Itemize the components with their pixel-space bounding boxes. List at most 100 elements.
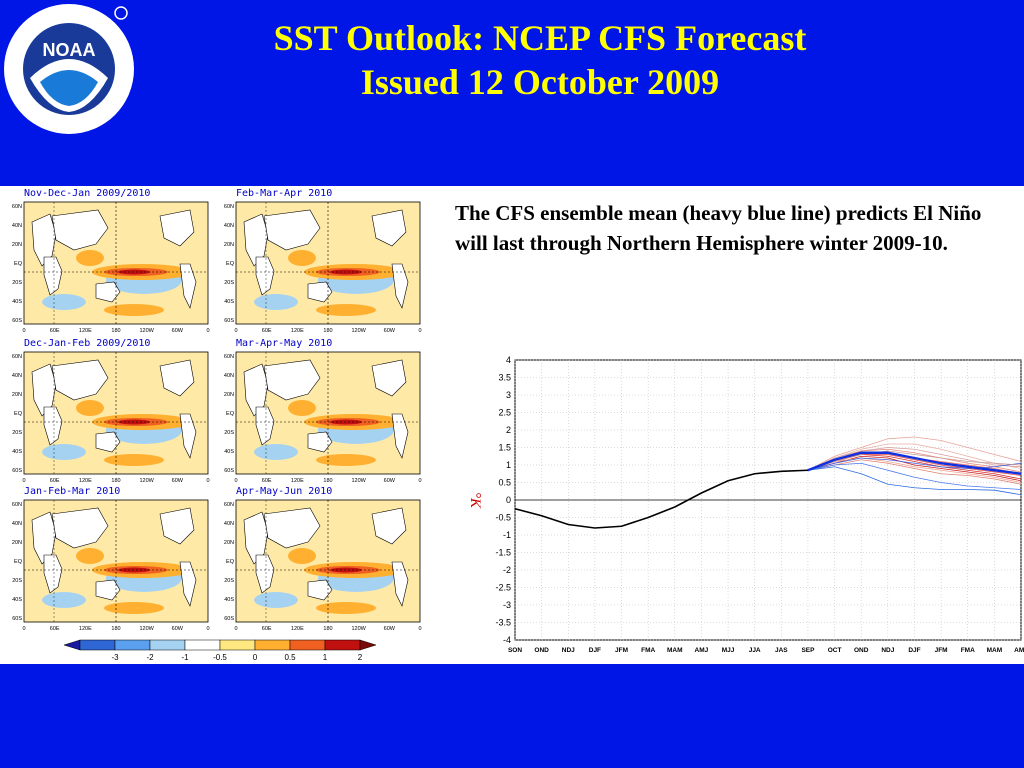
x-tick-label: AMJ	[1014, 647, 1024, 654]
x-tick-label: NDJ	[562, 647, 575, 654]
x-tick-label: JFM	[615, 647, 628, 654]
sst-map-2: Feb-Mar-Apr 2010 60N 40N 20N EQ 20S 40S 60S 0 60E…	[212, 188, 422, 338]
lon-tick: 0	[22, 626, 25, 632]
x-tick-label: MAM	[987, 647, 1003, 654]
lon-tick: 0	[418, 328, 421, 334]
lon-tick: 60E	[50, 478, 60, 484]
lon-tick: 120E	[79, 626, 92, 632]
colorbar-tick: 0.5	[284, 653, 296, 662]
lon-tick: 0	[234, 626, 237, 632]
logo-text: NOAA	[43, 40, 96, 60]
lat-tick: 40N	[224, 373, 234, 379]
lat-tick: EQ	[226, 411, 235, 417]
y-tick-label: -1.5	[495, 548, 511, 558]
map-title: Mar-Apr-May 2010	[236, 338, 333, 349]
ensemble-member-line	[807, 466, 1022, 496]
x-tick-label: JFM	[935, 647, 948, 654]
lat-tick: 20S	[224, 430, 234, 436]
y-tick-label: -2	[503, 565, 511, 575]
lat-tick: 20S	[12, 280, 22, 286]
lat-tick: 60N	[224, 502, 234, 508]
lon-tick: 120W	[351, 328, 366, 334]
x-tick-label: FMA	[641, 647, 655, 654]
lon-tick: 60E	[50, 626, 60, 632]
y-tick-label: 1.5	[498, 443, 511, 453]
lon-tick: 120E	[291, 328, 304, 334]
x-tick-label: NDJ	[881, 647, 894, 654]
sst-map-4: Mar-Apr-May 2010 60N 40N 20N EQ 20S 40S 60S 0 60E…	[212, 338, 422, 488]
lat-tick: EQ	[226, 559, 235, 565]
ensemble-member-line	[807, 457, 1022, 483]
lat-tick: 60N	[12, 354, 22, 360]
lon-tick: 60W	[172, 478, 184, 484]
lat-tick: 40N	[12, 373, 22, 379]
sst-maps-panel: Nov-Dec-Jan 2009/2010 60N 40N 20N EQ 20S 40S 60…	[0, 186, 443, 664]
colorbar-tick: -0.5	[213, 653, 227, 662]
lat-tick: 20N	[224, 540, 234, 546]
map-title: Nov-Dec-Jan 2009/2010	[24, 188, 151, 199]
lat-tick: EQ	[226, 261, 235, 267]
lat-tick: 60S	[12, 318, 22, 324]
lat-tick: 60N	[12, 502, 22, 508]
lon-tick: 60E	[262, 328, 272, 334]
nino-forecast-chart: 4 3.5 3 2.5 2 1.5 1 0.5 0 -0.5 -1 -1.5 -2 -2.5 -3 -3.5 -…	[467, 355, 1024, 654]
lat-tick: 60S	[224, 468, 234, 474]
lon-tick: 0	[418, 478, 421, 484]
y-tick-label: -0.5	[495, 513, 511, 523]
lon-tick: 0	[206, 328, 209, 334]
lat-tick: 20N	[12, 392, 22, 398]
x-tick-label: JJA	[749, 647, 761, 654]
x-tick-label: AMJ	[695, 647, 709, 654]
y-axis-label: °K	[467, 492, 483, 509]
x-tick-label: SON	[508, 647, 522, 654]
lon-tick: 0	[234, 328, 237, 334]
colorbar-tick: -1	[181, 653, 189, 662]
y-tick-label: 1	[506, 460, 511, 470]
x-tick-label: MJJ	[722, 647, 735, 654]
y-tick-label: 0	[506, 495, 511, 505]
y-tick-label: -3	[503, 600, 511, 610]
lon-tick: 60E	[262, 626, 272, 632]
lat-tick: 40N	[224, 521, 234, 527]
y-tick-label: 0.5	[498, 478, 511, 488]
lon-tick: 60E	[262, 478, 272, 484]
lat-tick: 20N	[224, 392, 234, 398]
x-tick-label: OCT	[828, 647, 842, 654]
sst-map-5: Jan-Feb-Mar 2010 60N 40N 20N EQ 20S 40S 60S 0 60E…	[0, 486, 210, 636]
ensemble-member-line	[807, 450, 1022, 471]
lat-tick: 40S	[12, 299, 22, 305]
lat-tick: 60S	[224, 318, 234, 324]
lat-tick: 60N	[224, 354, 234, 360]
lon-tick: 60W	[172, 328, 184, 334]
lon-tick: 0	[418, 626, 421, 632]
colorbar-arrow-left	[63, 639, 81, 651]
map-title: Apr-May-Jun 2010	[236, 486, 333, 497]
colorbar-swatch	[184, 639, 221, 651]
lat-tick: 20N	[12, 242, 22, 248]
colorbar-swatch	[114, 639, 151, 651]
lon-tick: 60W	[384, 328, 396, 334]
y-tick-label: 2	[506, 425, 511, 435]
x-tick-label: OND	[854, 647, 869, 654]
lat-tick: 20S	[12, 430, 22, 436]
ensemble-member-line	[807, 436, 1022, 471]
lat-tick: 20S	[224, 578, 234, 584]
y-tick-label: 3.5	[498, 373, 511, 383]
lat-tick: 20N	[12, 540, 22, 546]
y-tick-label: 2.5	[498, 408, 511, 418]
lon-tick: 180	[111, 478, 120, 484]
map-title: Dec-Jan-Feb 2009/2010	[24, 338, 151, 349]
lon-tick: 180	[111, 328, 120, 334]
lon-tick: 60W	[172, 626, 184, 632]
colorbar-tick: -2	[146, 653, 154, 662]
colorbar-swatch	[289, 639, 326, 651]
observed-line	[514, 469, 808, 529]
map-title: Feb-Mar-Apr 2010	[236, 188, 333, 199]
noaa-logo: NOAA	[0, 0, 138, 138]
lon-tick: 180	[323, 626, 332, 632]
sst-map-1: Nov-Dec-Jan 2009/2010 60N 40N 20N EQ 20S 40S 60…	[0, 188, 210, 338]
lat-tick: 60S	[12, 468, 22, 474]
lon-tick: 0	[22, 328, 25, 334]
lon-tick: 0	[234, 478, 237, 484]
lon-tick: 120W	[139, 626, 154, 632]
